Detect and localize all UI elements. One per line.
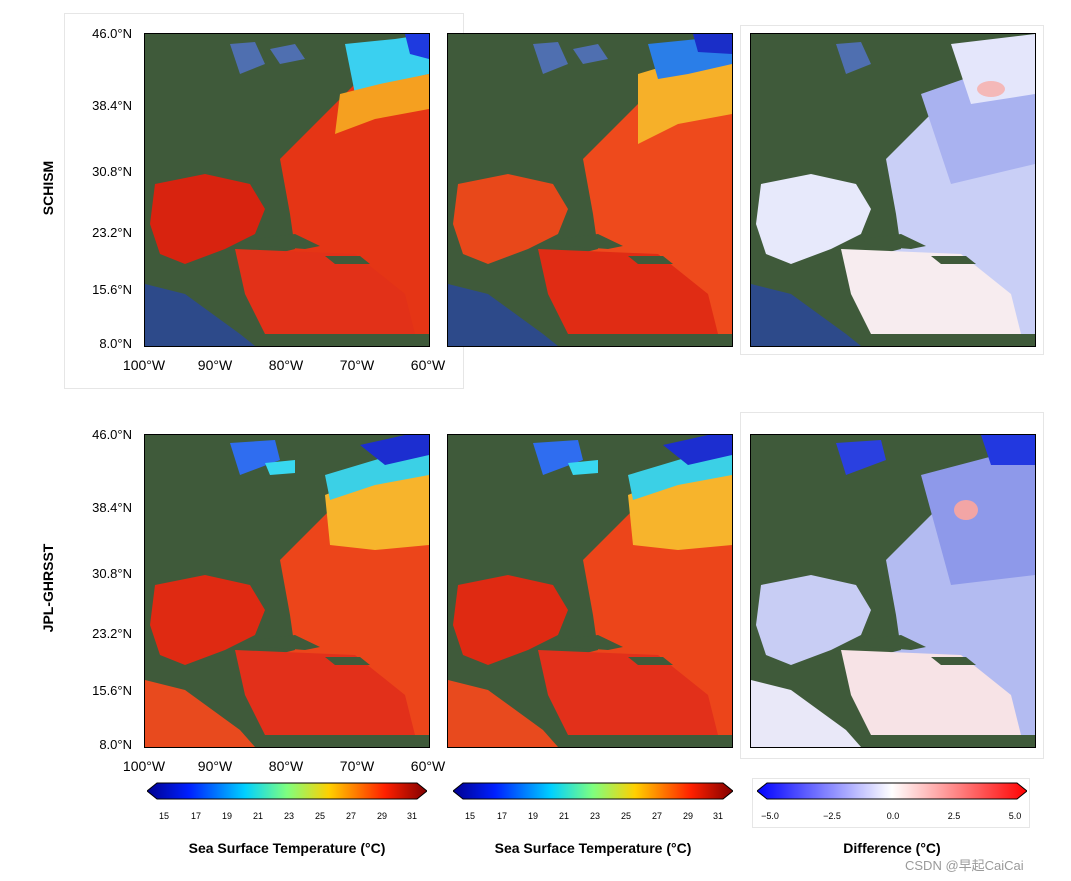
colorbar-sst-2-title: Sea Surface Temperature (°C) <box>494 840 692 856</box>
colorbar-tick: 25 <box>314 811 325 821</box>
x-tick-label: 100°W <box>122 758 166 774</box>
x-tick-label: 80°W <box>268 758 304 774</box>
row-label-jpl-ghrsst: JPL-GHRSST <box>40 543 56 633</box>
map-jpl-ghrsst-sst <box>144 434 430 748</box>
colorbar-tick: 19 <box>221 811 232 821</box>
colorbar-sst-1-gradient <box>146 782 428 800</box>
x-tick-label: 90°W <box>197 758 233 774</box>
colorbar-diff-frame <box>752 778 1030 828</box>
colorbar-sst-2-gradient <box>452 782 734 800</box>
colorbar-tick: 25 <box>620 811 631 821</box>
y-tick-label: 15.6°N <box>92 683 132 698</box>
colorbar-tick: 29 <box>376 811 387 821</box>
colorbar-tick: 0.0 <box>886 811 900 821</box>
colorbar-tick: 5.0 <box>1008 811 1022 821</box>
map-jpl-ghrsst-sst-2 <box>447 434 733 748</box>
y-tick-label: 8.0°N <box>99 336 132 351</box>
figure-frame-top-right <box>740 25 1044 355</box>
y-tick-label: 8.0°N <box>99 737 132 752</box>
x-tick-label: 70°W <box>339 357 375 373</box>
y-tick-label: 23.2°N <box>92 626 132 641</box>
colorbar-tick: 2.5 <box>947 811 961 821</box>
colorbar-tick: −2.5 <box>823 811 841 821</box>
figure-frame-bottom-right <box>740 412 1044 759</box>
y-tick-label: 30.8°N <box>92 566 132 581</box>
colorbar-sst-1: 15 17 19 21 23 25 27 29 31 <box>146 781 428 826</box>
y-tick-label: 46.0°N <box>92 26 132 41</box>
colorbar-tick: 23 <box>283 811 294 821</box>
colorbar-difference: −5.0 −2.5 0.0 2.5 5.0 <box>756 781 1028 826</box>
map-schism-sst <box>144 33 430 347</box>
y-tick-label: 23.2°N <box>92 225 132 240</box>
colorbar-sst-1-title: Sea Surface Temperature (°C) <box>188 840 386 856</box>
map-difference-jpl-ghrsst <box>750 434 1036 748</box>
colorbar-tick: 17 <box>190 811 201 821</box>
colorbar-tick: 17 <box>496 811 507 821</box>
x-tick-label: 60°W <box>410 357 446 373</box>
x-tick-label: 80°W <box>268 357 304 373</box>
colorbar-tick: 15 <box>464 811 475 821</box>
row-label-schism: SCHISM <box>40 160 56 216</box>
y-tick-label: 30.8°N <box>92 164 132 179</box>
colorbar-tick: 19 <box>527 811 538 821</box>
colorbar-tick: 21 <box>252 811 263 821</box>
x-tick-label: 70°W <box>339 758 375 774</box>
colorbar-tick: 31 <box>712 811 723 821</box>
y-tick-label: 46.0°N <box>92 427 132 442</box>
colorbar-difference-title: Difference (°C) <box>843 840 941 856</box>
watermark: CSDN @早起CaiCai <box>905 858 1024 873</box>
colorbar-tick: 27 <box>651 811 662 821</box>
map-schism-sst-2 <box>447 33 733 347</box>
colorbar-difference-gradient <box>756 782 1028 800</box>
map-difference-schism <box>750 33 1036 347</box>
colorbar-tick: 27 <box>345 811 356 821</box>
y-tick-label: 38.4°N <box>92 500 132 515</box>
colorbar-tick: 21 <box>558 811 569 821</box>
y-tick-label: 15.6°N <box>92 282 132 297</box>
colorbar-tick: −5.0 <box>761 811 779 821</box>
x-tick-label: 100°W <box>122 357 166 373</box>
y-tick-label: 38.4°N <box>92 98 132 113</box>
colorbar-tick: 15 <box>158 811 169 821</box>
colorbar-tick: 31 <box>406 811 417 821</box>
x-tick-label: 60°W <box>410 758 446 774</box>
colorbar-tick: 23 <box>589 811 600 821</box>
colorbar-sst-2: 15 17 19 21 23 25 27 29 31 <box>452 781 734 826</box>
x-tick-label: 90°W <box>197 357 233 373</box>
colorbar-tick: 29 <box>682 811 693 821</box>
